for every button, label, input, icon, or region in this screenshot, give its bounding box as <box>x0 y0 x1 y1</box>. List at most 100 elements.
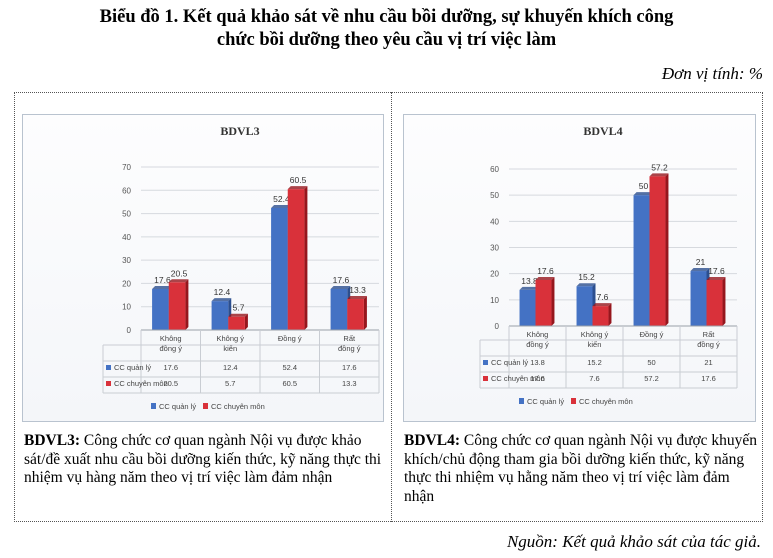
caption-bdvl3-text: Công chức cơ quan ngành Nội vụ được khảo… <box>24 432 382 486</box>
bdvl4-table-series-name: CC chuyên môn <box>491 374 545 383</box>
bdvl4-bar-top <box>592 303 612 307</box>
bdvl3-y-tick-label: 70 <box>122 163 131 172</box>
figure-frame <box>14 92 763 522</box>
bdvl4-bar-cc-quan-ly <box>519 289 536 326</box>
bdvl3-data-label: 12.4 <box>214 287 231 297</box>
bdvl3-data-label: 17.6 <box>333 275 350 285</box>
bdvl3-bar-cc-quan-ly <box>152 289 169 330</box>
bdvl4-bar-top <box>690 268 710 272</box>
bdvl3-data-label: 13.3 <box>349 285 366 295</box>
bdvl3-bar-side <box>244 313 248 330</box>
bdvl3-legend-label: CC chuyên môn <box>211 402 265 411</box>
bdvl3-table-cell: 5.7 <box>225 379 235 388</box>
bdvl3-data-label: 52.4 <box>273 194 290 204</box>
bdvl3-y-tick-label: 50 <box>122 210 131 219</box>
bdvl4-table-legend-key <box>483 376 488 381</box>
bdvl4-table-cell: 50 <box>647 358 655 367</box>
bdvl3-bar-cc-quan-ly <box>211 301 229 330</box>
bdvl4-bar-cc-chuyen-mon <box>706 279 723 326</box>
bdvl4-y-tick-label: 0 <box>495 322 500 331</box>
bdvl3-y-tick-label: 20 <box>122 279 131 288</box>
caption-bdvl3: BDVL3: Công chức cơ quan ngành Nội vụ đư… <box>24 432 386 488</box>
bdvl4-bar-cc-quan-ly <box>690 271 707 326</box>
bdvl4-bar-top <box>706 276 726 280</box>
bdvl4-table-cell: 15.2 <box>587 358 602 367</box>
bdvl3-bar-cc-quan-ly <box>271 207 288 330</box>
bdvl3-x-tick-label: Đồng ý <box>278 334 302 343</box>
bdvl4-legend-key <box>571 398 576 404</box>
bdvl3-table-cell: 13.3 <box>342 379 357 388</box>
bdvl4-y-tick-label: 30 <box>490 244 499 253</box>
bdvl4-y-tick-label: 20 <box>490 270 499 279</box>
figure-title-line-2: chức bồi dưỡng theo yêu cầu vị trí việc … <box>216 30 557 50</box>
bdvl3-y-tick-label: 60 <box>122 186 131 195</box>
bdvl4-bar-top <box>519 286 539 290</box>
bdvl4-bar-cc-chuyen-mon <box>535 279 552 326</box>
bdvl4-bar-top <box>633 192 653 196</box>
bdvl3-data-label: 20.5 <box>171 268 188 278</box>
bdvl4-bar-cc-chuyen-mon <box>649 176 666 326</box>
chart-panel-bdvl4: BDVL4 0 10 20 30 40 50 60 13.8 17.6 Không đồng ý 15.… <box>403 114 756 422</box>
bdvl4-data-label: 13.8 <box>521 276 538 286</box>
bdvl4-bar-side <box>665 173 669 326</box>
bdvl4-table-cell: 17.6 <box>701 374 716 383</box>
bdvl3-chart-title: BDVL3 <box>220 124 259 138</box>
bdvl3-table-series-name: CC chuyên môn <box>114 379 168 388</box>
bdvl4-data-label: 50 <box>639 181 649 191</box>
bdvl3-table-cell: 20.5 <box>163 379 178 388</box>
bdvl3-legend-key <box>203 403 208 409</box>
bdvl3-y-tick-label: 10 <box>122 303 131 312</box>
bdvl4-bar-top <box>649 173 669 177</box>
caption-bdvl4-label: BDVL4: <box>404 432 460 449</box>
bdvl4-chart-title: BDVL4 <box>583 124 622 138</box>
bdvl4-bar-top <box>576 283 596 287</box>
bdvl3-bar-top <box>168 279 189 283</box>
bdvl4-bar-top <box>535 276 555 280</box>
bdvl3-bar-cc-chuyen-mon <box>168 282 186 330</box>
bdvl3-bar-top <box>330 286 351 290</box>
bdvl4-y-tick-label: 10 <box>490 296 499 305</box>
caption-bdvl4-text: Công chức cơ quan ngành Nội vụ được khuy… <box>404 432 758 505</box>
bdvl3-bar-top <box>152 286 172 290</box>
source-note: Nguồn: Kết quả khảo sát của tác giả. <box>506 532 761 551</box>
bdvl3-y-tick-label: 30 <box>122 256 131 265</box>
bdvl4-x-tick-label: kiến <box>588 340 602 349</box>
bdvl3-bar-side <box>304 186 308 330</box>
bdvl4-y-tick-label: 50 <box>490 191 499 200</box>
bdvl3-bar-top <box>271 204 291 208</box>
caption-bdvl3-label: BDVL3: <box>24 432 80 449</box>
bdvl4-table-cell: 21 <box>704 358 712 367</box>
bdvl3-bar-top <box>287 186 308 190</box>
bdvl3-bar-top <box>347 296 367 300</box>
bdvl3-table-legend-key <box>106 365 111 370</box>
bdvl4-x-tick-label: đồng ý <box>526 340 549 349</box>
bdvl3-bar-cc-chuyen-mon <box>228 316 245 330</box>
bdvl3-y-tick-label: 40 <box>122 233 131 242</box>
bdvl4-legend-key <box>519 398 524 404</box>
bdvl3-x-tick-label: Không <box>160 334 182 343</box>
figure-title: Biểu đồ 1. Kết quả khảo sát về nhu cầu b… <box>0 6 773 52</box>
unit-label: Đơn vị tính: % <box>661 64 763 83</box>
bdvl3-legend-key <box>151 403 156 409</box>
bdvl3-table-series-name: CC quản lý <box>114 363 151 372</box>
bdvl4-bar-cc-chuyen-mon <box>592 306 609 326</box>
bdvl3-bar-side <box>185 279 189 330</box>
bdvl4-x-tick-label: đồng ý <box>697 340 720 349</box>
bdvl3-bar-side <box>363 296 367 330</box>
bdvl3-x-tick-label: kiến <box>223 344 237 353</box>
bdvl4-table-cell: 7.6 <box>589 374 599 383</box>
bdvl3-table-legend-key <box>106 381 111 386</box>
bdvl3-bar-top <box>211 298 232 302</box>
bdvl4-bar-cc-quan-ly <box>576 286 593 326</box>
bdvl3-x-tick-label: đồng ý <box>159 344 182 353</box>
bdvl3-bar-cc-quan-ly <box>330 289 348 330</box>
bdvl4-data-label: 7.6 <box>597 292 609 302</box>
bdvl4-legend-label: CC chuyên môn <box>579 397 633 406</box>
bdvl3-bar-cc-chuyen-mon <box>347 299 364 330</box>
bdvl4-table-cell: 57.2 <box>644 374 659 383</box>
bdvl4-x-tick-label: Đồng ý <box>640 330 664 339</box>
bdvl4-data-label: 21 <box>696 257 706 267</box>
bdvl4-bar-side <box>551 276 555 326</box>
